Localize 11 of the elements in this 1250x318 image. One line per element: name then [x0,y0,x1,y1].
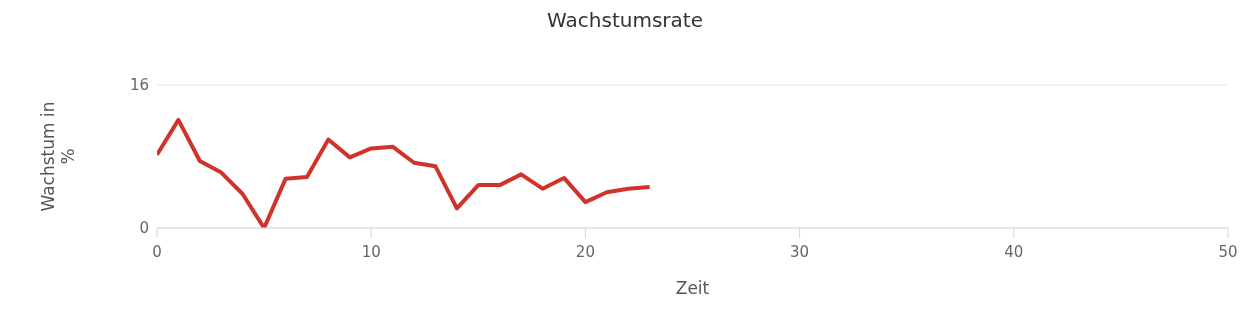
x-tick-label: 30 [790,242,810,261]
x-tick-label: 0 [152,242,162,261]
x-tick-label: 40 [1004,242,1024,261]
x-tick-label: 10 [361,242,381,261]
chart-title: Wachstumsrate [546,8,704,34]
x-tick-label: 20 [575,242,595,261]
y-axis-title: Wachstum in % [38,101,78,212]
y-tick-label: 16 [129,76,149,95]
x-tick-label: 50 [1218,242,1238,261]
line-series [157,117,652,228]
x-axis-title: Zeit [675,278,710,298]
